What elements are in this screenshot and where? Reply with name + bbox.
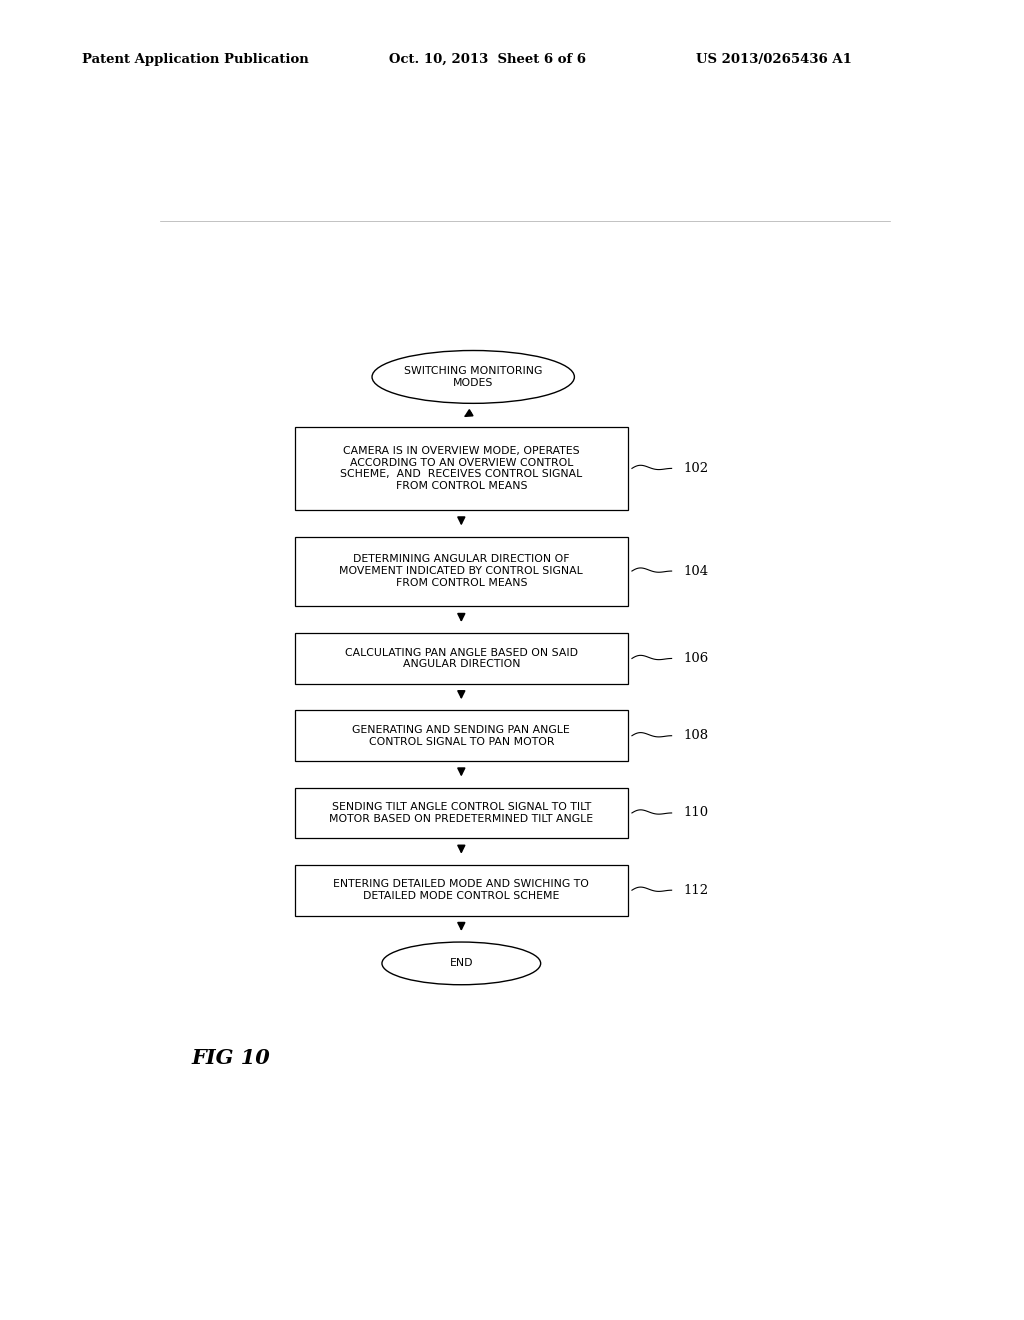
Text: FIG 10: FIG 10 [191, 1048, 270, 1068]
Text: 108: 108 [684, 729, 709, 742]
Text: US 2013/0265436 A1: US 2013/0265436 A1 [696, 53, 852, 66]
Text: 102: 102 [684, 462, 709, 475]
Text: ENTERING DETAILED MODE AND SWICHING TO
DETAILED MODE CONTROL SCHEME: ENTERING DETAILED MODE AND SWICHING TO D… [334, 879, 589, 902]
Text: GENERATING AND SENDING PAN ANGLE
CONTROL SIGNAL TO PAN MOTOR: GENERATING AND SENDING PAN ANGLE CONTROL… [352, 725, 570, 747]
Text: DETERMINING ANGULAR DIRECTION OF
MOVEMENT INDICATED BY CONTROL SIGNAL
FROM CONTR: DETERMINING ANGULAR DIRECTION OF MOVEMEN… [339, 554, 584, 587]
Text: 112: 112 [684, 883, 709, 896]
Text: CAMERA IS IN OVERVIEW MODE, OPERATES
ACCORDING TO AN OVERVIEW CONTROL
SCHEME,  A: CAMERA IS IN OVERVIEW MODE, OPERATES ACC… [340, 446, 583, 491]
Text: 110: 110 [684, 807, 709, 820]
Text: Patent Application Publication: Patent Application Publication [82, 53, 308, 66]
Text: 104: 104 [684, 565, 709, 578]
Text: Oct. 10, 2013  Sheet 6 of 6: Oct. 10, 2013 Sheet 6 of 6 [389, 53, 586, 66]
Text: CALCULATING PAN ANGLE BASED ON SAID
ANGULAR DIRECTION: CALCULATING PAN ANGLE BASED ON SAID ANGU… [345, 648, 578, 669]
Text: 106: 106 [684, 652, 709, 665]
Text: SWITCHING MONITORING
MODES: SWITCHING MONITORING MODES [404, 366, 543, 388]
Text: END: END [450, 958, 473, 969]
Text: SENDING TILT ANGLE CONTROL SIGNAL TO TILT
MOTOR BASED ON PREDETERMINED TILT ANGL: SENDING TILT ANGLE CONTROL SIGNAL TO TIL… [330, 803, 593, 824]
